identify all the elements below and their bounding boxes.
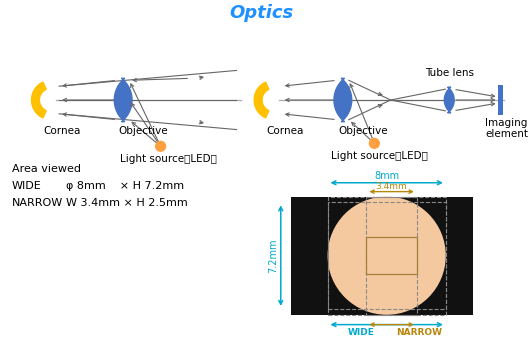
Polygon shape <box>114 78 132 122</box>
Text: Light source（LED）: Light source（LED） <box>331 151 428 161</box>
Text: Objective: Objective <box>118 125 168 136</box>
Bar <box>366 197 417 315</box>
Polygon shape <box>254 82 269 118</box>
Bar <box>498 85 503 115</box>
Circle shape <box>369 138 379 148</box>
Bar <box>290 197 473 315</box>
Text: 8mm: 8mm <box>374 171 399 181</box>
Text: φ 8mm    × H 7.2mm: φ 8mm × H 7.2mm <box>66 181 184 191</box>
Text: 2.5mm: 2.5mm <box>350 241 359 270</box>
Text: 3.4mm: 3.4mm <box>376 182 408 191</box>
Text: Light source（LED）: Light source（LED） <box>120 154 217 164</box>
Bar <box>366 237 417 274</box>
Text: W 3.4mm × H 2.5mm: W 3.4mm × H 2.5mm <box>66 198 188 207</box>
Text: WIDE: WIDE <box>12 181 41 191</box>
Text: Tube lens: Tube lens <box>425 68 474 78</box>
Polygon shape <box>334 78 352 122</box>
Text: Area viewed: Area viewed <box>12 164 81 174</box>
Text: Cornea: Cornea <box>43 125 81 136</box>
Text: Cornea: Cornea <box>266 125 303 136</box>
Circle shape <box>156 141 165 151</box>
Bar <box>328 197 446 315</box>
Text: Optics: Optics <box>229 4 293 22</box>
Text: NARROW: NARROW <box>12 198 63 207</box>
Text: WIDE: WIDE <box>347 327 374 337</box>
Text: Imaging
element: Imaging element <box>485 118 528 139</box>
Polygon shape <box>31 82 46 118</box>
Polygon shape <box>444 87 454 113</box>
Bar <box>328 202 446 309</box>
Ellipse shape <box>328 197 446 315</box>
Text: NARROW: NARROW <box>396 327 442 337</box>
Text: 7.2mm: 7.2mm <box>268 238 278 273</box>
Text: Objective: Objective <box>338 125 387 136</box>
